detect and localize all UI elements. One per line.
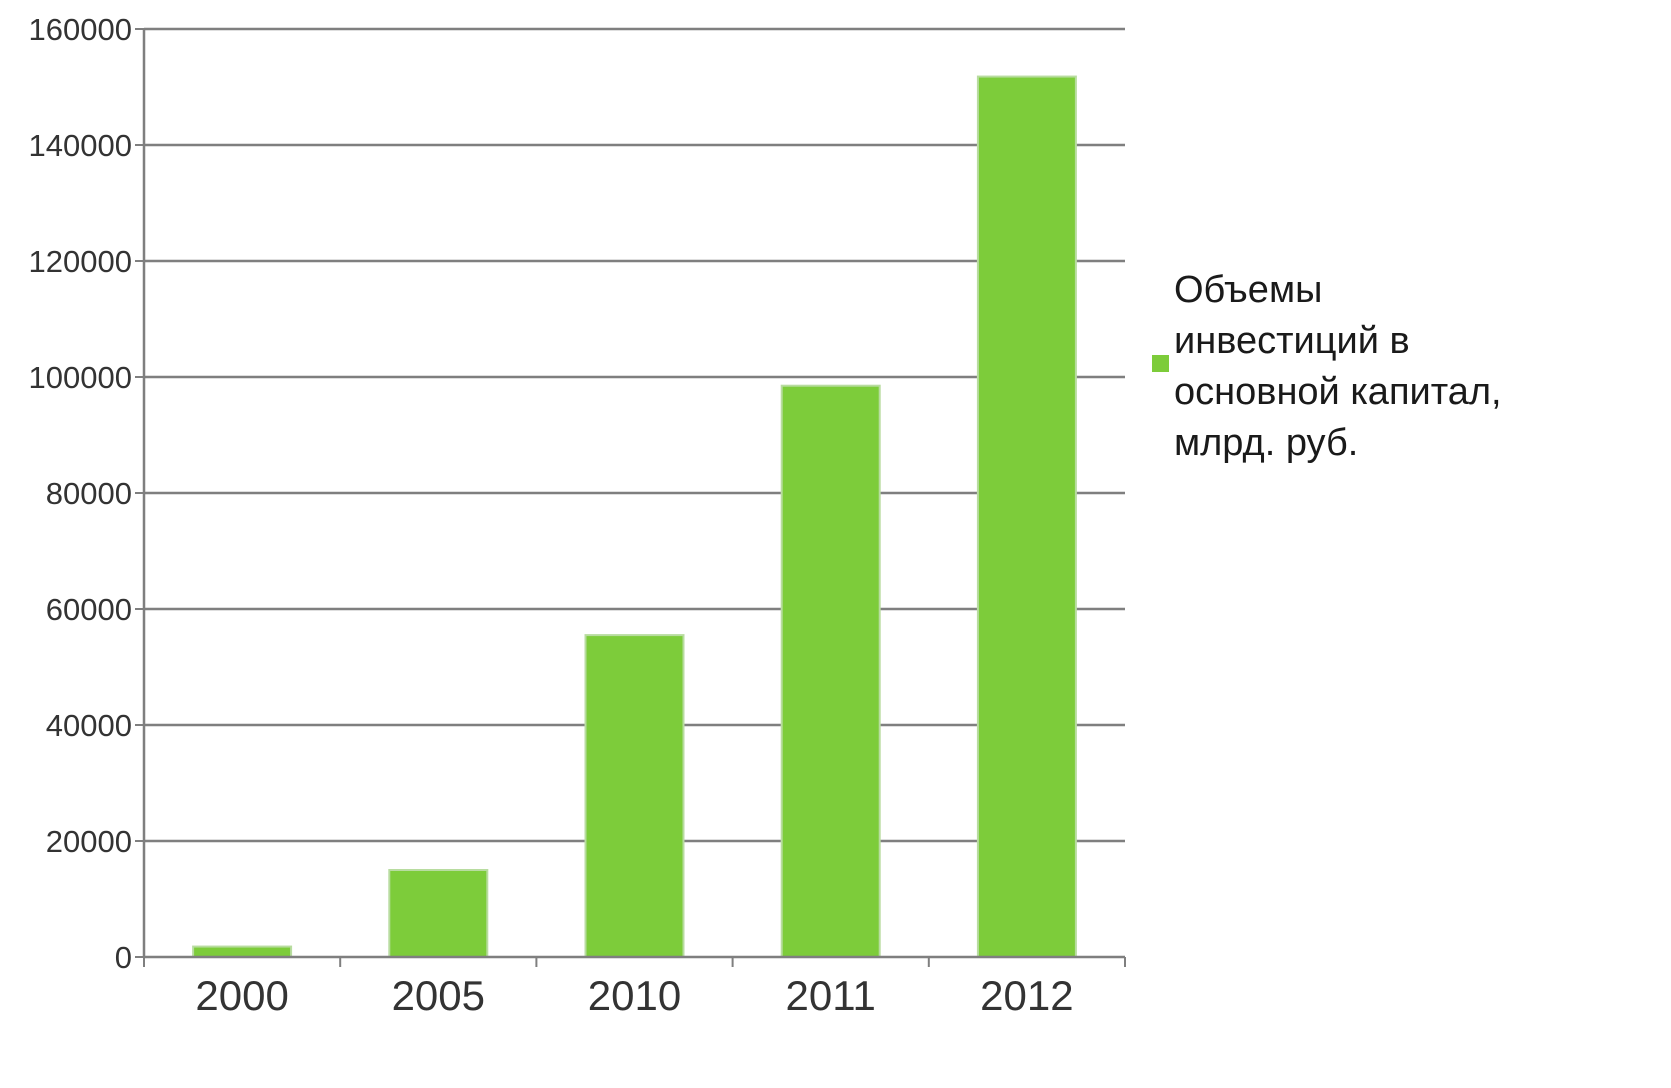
axes [135, 28, 1126, 967]
y-tick-labels: 0 20000 40000 60000 80000 100000 120000 140000 1… [29, 12, 132, 975]
x-tick-label: 2005 [392, 972, 485, 1019]
y-tick-label: 40000 [46, 708, 132, 743]
y-tick-label: 140000 [29, 128, 132, 163]
bar-2012 [976, 75, 1077, 958]
x-tick-label: 2012 [980, 972, 1073, 1019]
legend-swatch [1152, 355, 1169, 372]
y-tick-label: 120000 [29, 244, 132, 279]
x-tick-label: 2000 [195, 972, 288, 1019]
bar-2010 [584, 634, 685, 958]
x-tick-labels: 2000 2005 2010 2011 2012 [195, 972, 1073, 1019]
y-tick-label: 60000 [46, 592, 132, 627]
y-tick-label: 20000 [46, 824, 132, 859]
y-tick-label: 100000 [29, 360, 132, 395]
x-tick-label: 2011 [786, 972, 876, 1019]
legend-label-line: Объемы [1174, 269, 1322, 311]
y-tick-label: 160000 [29, 12, 132, 47]
bar-2005 [388, 869, 489, 958]
bar-2000 [192, 945, 293, 958]
legend-label-line: основной капитал, [1174, 371, 1502, 413]
y-tick-label: 80000 [46, 476, 132, 511]
legend-label-line: инвестиций в [1174, 320, 1410, 362]
legend-label: Объемы инвестиций в основной капитал, млрд.… [1174, 269, 1502, 464]
legend-label-line: млрд. руб. [1174, 422, 1358, 464]
bars [192, 75, 1077, 958]
bar-2011 [780, 384, 881, 958]
y-tick-label: 0 [115, 940, 132, 975]
x-tick-label: 2010 [588, 972, 681, 1019]
legend: Объемы инвестиций в основной капитал, млрд.… [1152, 269, 1502, 464]
gridlines [144, 27, 1125, 843]
